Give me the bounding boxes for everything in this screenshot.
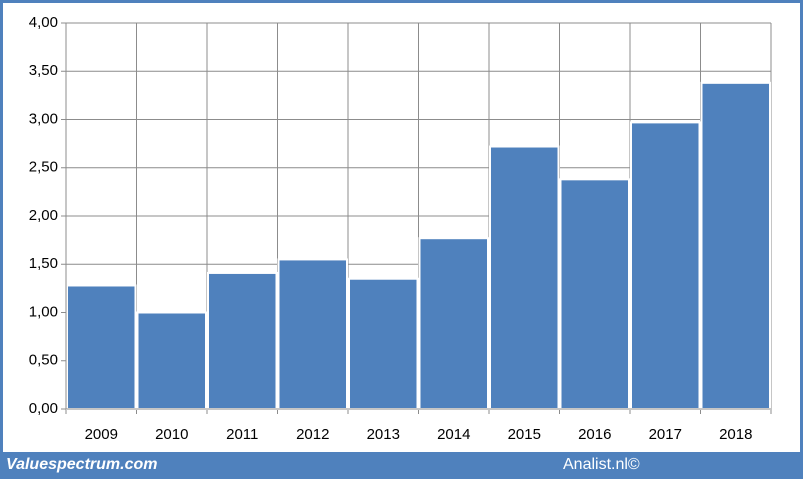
y-tick-label: 3,50 <box>29 62 58 79</box>
x-tick-label: 2018 <box>719 426 752 443</box>
bar <box>630 121 701 411</box>
footer-band <box>0 452 803 479</box>
bar <box>559 178 630 410</box>
x-tick-label: 2015 <box>508 426 541 443</box>
y-tick-label: 1,00 <box>29 303 58 320</box>
x-tick-label: 2012 <box>296 426 329 443</box>
bar <box>136 311 207 410</box>
y-tick-label: 3,00 <box>29 110 58 127</box>
x-tick-label: 2017 <box>649 426 682 443</box>
x-tick-label: 2013 <box>367 426 400 443</box>
footer-left: Valuespectrum.com <box>6 456 157 473</box>
bar <box>700 81 771 411</box>
x-tick-label: 2010 <box>155 426 188 443</box>
footer-right: Analist.nl© <box>563 456 640 473</box>
y-tick-label: 0,00 <box>29 400 58 417</box>
bar <box>348 277 419 410</box>
y-tick-label: 1,50 <box>29 255 58 272</box>
x-tick-label: 2011 <box>226 426 258 443</box>
bar <box>489 145 560 411</box>
y-tick-label: 2,50 <box>29 159 58 176</box>
x-tick-label: 2016 <box>578 426 611 443</box>
bar <box>277 258 348 410</box>
x-tick-label: 2014 <box>437 426 470 443</box>
bar <box>418 237 489 410</box>
bar <box>66 284 137 411</box>
bar <box>207 271 278 410</box>
y-tick-label: 0,50 <box>29 352 58 369</box>
x-tick-label: 2009 <box>85 426 118 443</box>
y-tick-label: 2,00 <box>29 207 58 224</box>
y-tick-label: 4,00 <box>29 14 58 31</box>
